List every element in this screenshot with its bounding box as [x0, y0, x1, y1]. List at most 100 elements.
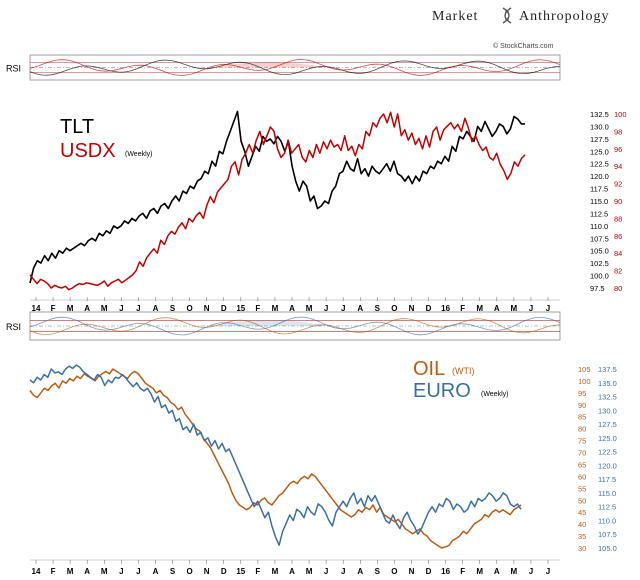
left-tick-label: 112.5 — [590, 209, 608, 218]
x-tick-label: M — [101, 567, 108, 576]
x-tick-label: M — [306, 567, 313, 576]
right-tick-label: 127.5 — [598, 420, 617, 429]
left-tick-label: 60 — [578, 472, 586, 481]
x-tick-label: J — [324, 304, 328, 313]
right-tick-label: 88 — [614, 214, 622, 223]
right-tick-label: 105.0 — [598, 544, 617, 553]
left-tick-label: 55 — [578, 484, 586, 493]
left-tick-label: 102.5 — [590, 259, 609, 268]
left-tick-label: 75 — [578, 437, 586, 446]
left-tick-label: 125.0 — [590, 147, 609, 156]
x-tick-label: A — [357, 304, 363, 313]
bottom-chart-panel: RSI 14 F M A M J J A S O N D 15 F M A M J J A S O N D 16 F M A M J J 105… — [6, 311, 617, 576]
left-tick-label: 40 — [578, 520, 586, 529]
rsi-label: RSI — [6, 64, 21, 74]
x-tick-label: M — [272, 304, 279, 313]
rsi-shade — [208, 62, 329, 68]
right-tick-label: 90 — [614, 197, 622, 206]
x-tick-label: N — [204, 567, 210, 576]
left-tick-label: 97.5 — [590, 284, 605, 293]
left-tick-label: 132.5 — [590, 110, 609, 119]
x-tick-label: F — [460, 304, 465, 313]
x-tick-label: M — [511, 567, 518, 576]
x-tick-label: F — [460, 567, 465, 576]
x-tick-label: S — [375, 304, 381, 313]
left-tick-label: 30 — [578, 544, 586, 553]
left-tick-label: 110.0 — [590, 222, 608, 231]
x-tick-label: M — [511, 304, 518, 313]
legend-tlt: TLT — [60, 116, 94, 138]
top-chart-panel: RSI 14 F M A M J J A S O N D 15 F M A M J J A S O N D 16 F M A M J J 132… — [6, 54, 627, 313]
series-line-usdx — [29, 111, 526, 291]
series-line-tlt — [29, 110, 525, 284]
right-tick-label: 100 — [614, 110, 627, 119]
x-tick-label: J — [136, 304, 140, 313]
left-tick-label: 115.0 — [590, 197, 608, 206]
x-tick-label: S — [170, 304, 176, 313]
right-tick-label: 137.5 — [598, 365, 617, 374]
x-tick-label: A — [494, 567, 500, 576]
x-tick-label: J — [119, 567, 123, 576]
x-tick-label: 16 — [441, 304, 450, 313]
x-tick-label: 15 — [236, 567, 245, 576]
right-tick-label: 110.0 — [598, 516, 616, 525]
x-tick-label: F — [51, 567, 56, 576]
left-tick-label: 100 — [578, 377, 591, 386]
x-tick-label: 14 — [32, 304, 41, 313]
x-tick-label: N — [409, 304, 415, 313]
left-tick-label: 70 — [578, 449, 586, 458]
x-tick-label: F — [255, 567, 260, 576]
x-tick-label: O — [391, 304, 397, 313]
x-tick-label: N — [204, 304, 210, 313]
x-tick-label: A — [289, 304, 295, 313]
x-tick-label: A — [153, 304, 159, 313]
x-tick-label: D — [221, 304, 227, 313]
legend-euro: EURO — [413, 380, 471, 402]
left-tick-label: 65 — [578, 460, 586, 469]
x-tick-label: M — [272, 567, 279, 576]
right-tick-label: 80 — [614, 284, 622, 293]
right-tick-label: 84 — [614, 249, 622, 258]
left-tick-label: 105.0 — [590, 247, 609, 256]
left-tick-label: 45 — [578, 508, 586, 517]
x-tick-label: J — [529, 304, 533, 313]
left-tick-label: 120.0 — [590, 172, 609, 181]
x-tick-label: 16 — [441, 567, 450, 576]
legend-usdx: USDX — [60, 140, 116, 162]
dna-logo-icon — [502, 7, 512, 24]
right-tick-label: 135.0 — [598, 379, 617, 388]
legend-weekly-note: (Weekly) — [125, 151, 152, 158]
x-tick-label: D — [221, 567, 227, 576]
right-tick-label: 98 — [614, 127, 622, 136]
x-tick-label: M — [476, 304, 483, 313]
right-tick-label: 112.5 — [598, 503, 616, 512]
right-tick-label: 115.0 — [598, 489, 616, 498]
right-tick-label: 82 — [614, 267, 622, 276]
right-tick-label: 96 — [614, 145, 622, 154]
legend-wti-note: (WTI) — [452, 366, 475, 376]
right-tick-label: 120.0 — [598, 461, 617, 470]
x-tick-label: A — [153, 567, 159, 576]
right-tick-label: 122.5 — [598, 448, 617, 457]
right-tick-label: 132.5 — [598, 393, 617, 402]
x-tick-label: J — [341, 567, 345, 576]
left-tick-label: 127.5 — [590, 135, 609, 144]
series-line-oil — [29, 368, 522, 549]
x-tick-label: J — [341, 304, 345, 313]
brand-left: Market — [432, 9, 478, 24]
left-tick-label: 85 — [578, 413, 586, 422]
x-tick-label: M — [67, 567, 74, 576]
left-tick-label: 105 — [578, 365, 591, 374]
left-tick-label: 95 — [578, 389, 586, 398]
source-credit: © StockCharts.com — [493, 42, 554, 50]
legend-weekly-note: (Weekly) — [481, 391, 508, 398]
right-tick-label: 92 — [614, 180, 622, 189]
right-tick-label: 107.5 — [598, 530, 617, 539]
x-tick-label: 15 — [236, 304, 245, 313]
x-tick-label: A — [84, 304, 90, 313]
rsi-line-primary — [29, 317, 561, 336]
rsi-shade — [208, 320, 329, 326]
right-tick-label: 117.5 — [598, 475, 616, 484]
brand-right: Anthropology — [519, 9, 610, 24]
